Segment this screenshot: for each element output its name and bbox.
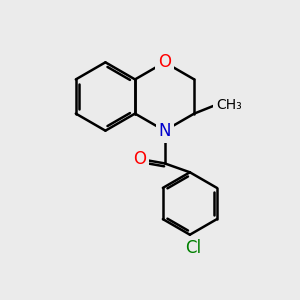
Text: Cl: Cl <box>185 239 201 257</box>
Text: O: O <box>133 150 146 168</box>
Text: CH₃: CH₃ <box>216 98 242 112</box>
Text: N: N <box>158 122 171 140</box>
Text: O: O <box>158 53 171 71</box>
